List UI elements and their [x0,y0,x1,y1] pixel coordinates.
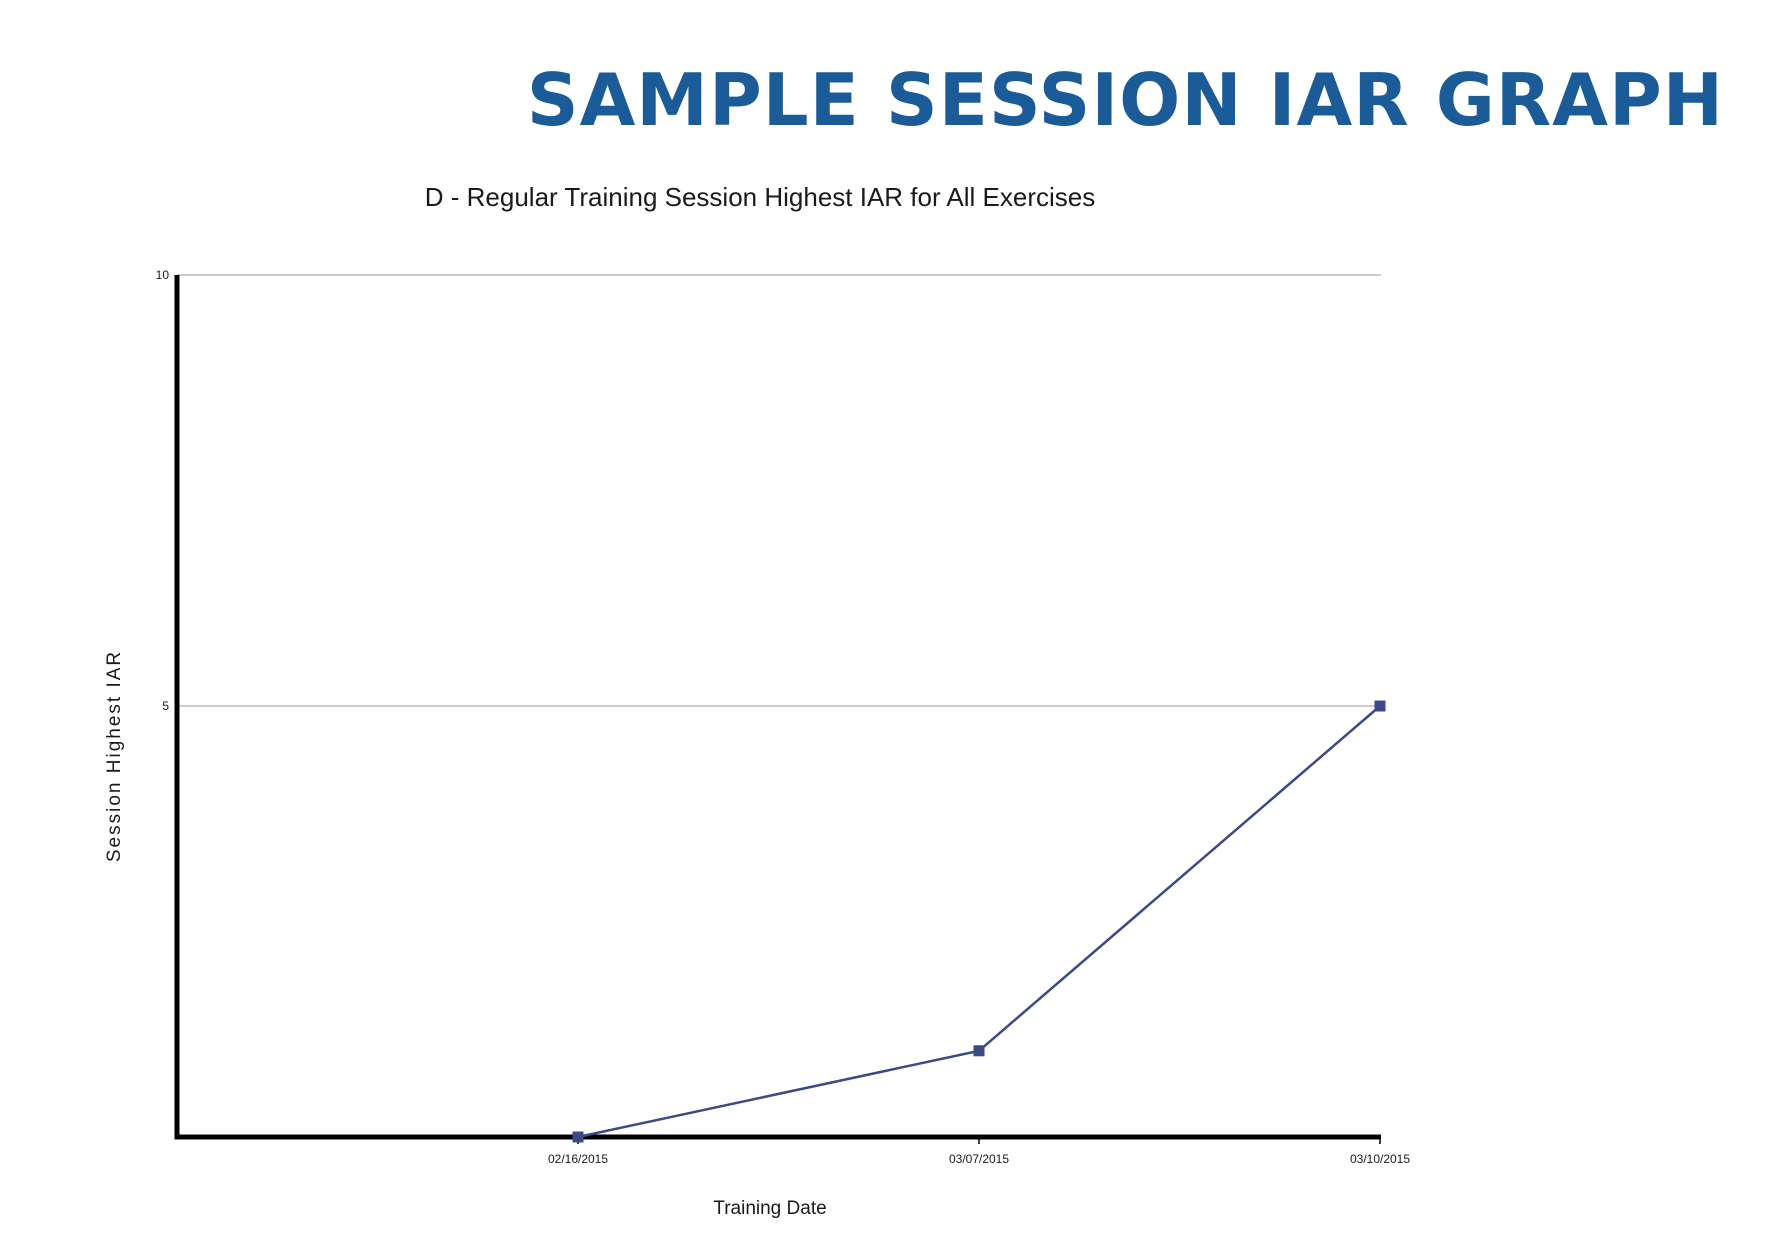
gridlines [177,274,1381,707]
page-title: SAMPLE SESSION IAR GRAPH [526,58,1724,142]
series [572,700,1386,1143]
plot-axes [174,275,1381,1140]
y-tick-label-5: 5 [162,699,169,713]
y-tick-labels: 5 10 [156,268,170,713]
x-tick-label-2: 03/10/2015 [1350,1152,1410,1166]
data-point-1 [973,1045,985,1057]
x-tick-label-0: 02/16/2015 [548,1152,608,1166]
y-tick-label-10: 10 [156,268,170,282]
y-axis-label: Session Highest IAR [104,650,125,862]
x-tick-label-1: 03/07/2015 [949,1152,1009,1166]
x-ticks: 02/16/2015 03/07/2015 03/10/2015 [548,1137,1410,1166]
data-point-0 [572,1131,584,1143]
x-axis-label: Training Date [713,1198,826,1219]
chart-title: D - Regular Training Session Highest IAR… [425,182,1096,212]
data-point-2 [1374,700,1386,712]
series-line-0 [577,705,1381,1139]
